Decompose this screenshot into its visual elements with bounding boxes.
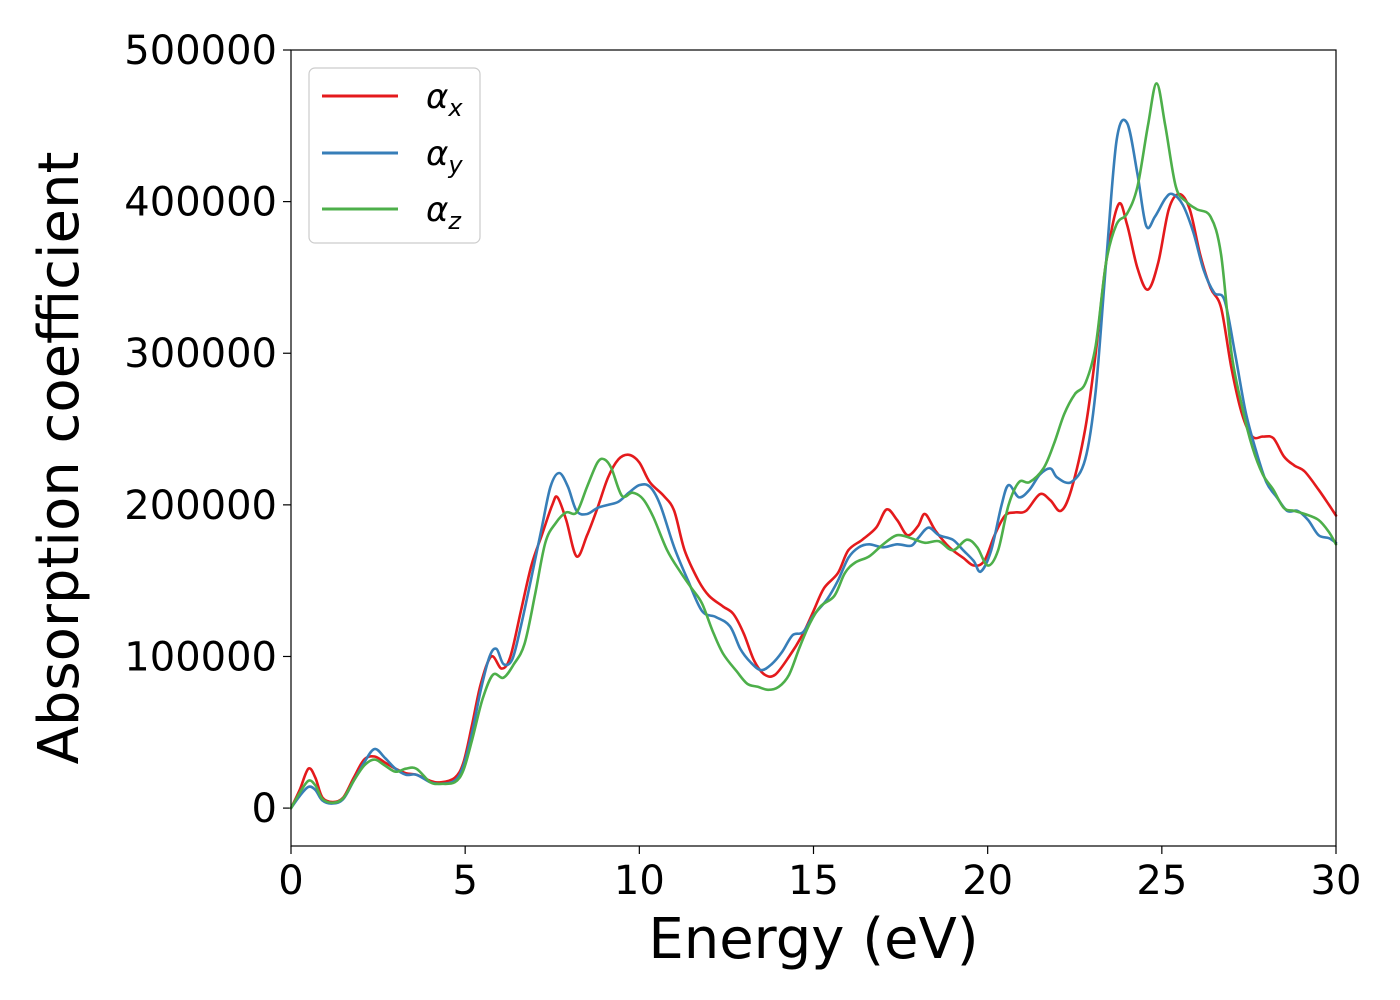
series-line-alpha-z xyxy=(289,82,1338,810)
y-tick-label: 0 xyxy=(252,786,277,832)
x-tick-label: 15 xyxy=(788,858,839,904)
y-axis-ticks: 0 100000 200000 300000 400000 500000 xyxy=(124,28,291,832)
y-axis-title: Absorption coefficient xyxy=(27,152,92,765)
x-tick-label: 30 xyxy=(1311,858,1362,904)
x-tick-label: 5 xyxy=(452,858,477,904)
x-tick-label: 25 xyxy=(1136,858,1187,904)
x-tick-label: 10 xyxy=(614,858,665,904)
legend-label-y: αy xyxy=(426,134,463,179)
legend-label-z: αz xyxy=(426,190,462,235)
y-tick-label: 400000 xyxy=(124,180,277,226)
series-lines xyxy=(289,82,1338,810)
legend: αx αy αz xyxy=(308,67,481,244)
x-axis-ticks: 0 5 10 15 20 25 30 xyxy=(278,846,1361,904)
y-tick-label: 200000 xyxy=(124,483,277,529)
legend-label-x: αx xyxy=(426,77,463,122)
y-tick-label: 100000 xyxy=(124,634,277,680)
y-tick-label: 300000 xyxy=(124,331,277,377)
legend-box xyxy=(308,67,481,244)
x-tick-label: 0 xyxy=(278,858,303,904)
x-axis-title: Energy (eV) xyxy=(648,907,978,972)
plot-frame xyxy=(290,49,1337,847)
x-tick-label: 20 xyxy=(962,858,1013,904)
series-line-alpha-x xyxy=(289,192,1338,810)
y-tick-label: 500000 xyxy=(124,28,277,74)
